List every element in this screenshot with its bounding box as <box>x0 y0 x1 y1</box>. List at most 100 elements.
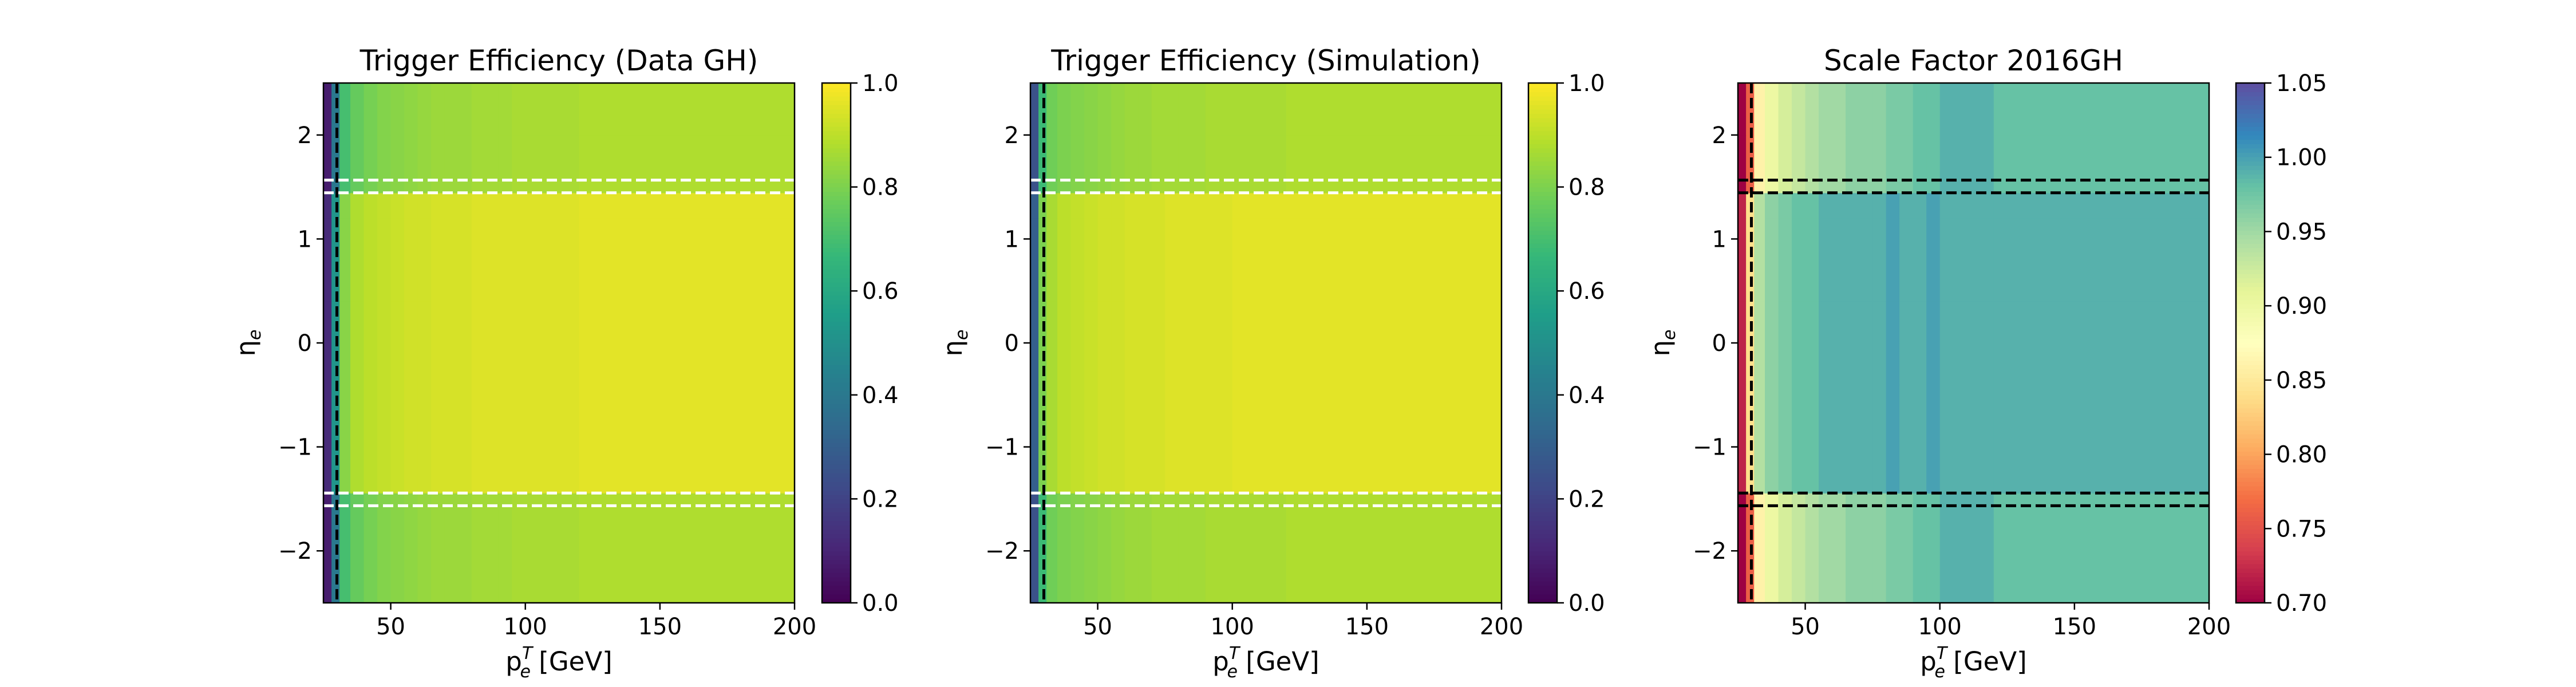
heatmap-cell <box>1913 506 1927 551</box>
colorbar-segment <box>1528 191 1557 196</box>
heatmap-cell <box>404 467 418 493</box>
heatmap-cell <box>1070 259 1085 302</box>
colorbar-segment <box>1528 412 1557 417</box>
colorbar-segment <box>822 299 851 305</box>
colorbar-segment <box>822 360 851 365</box>
heatmap-cell <box>350 135 365 181</box>
colorbar-segment <box>822 100 851 105</box>
colorbar-segment <box>822 169 851 175</box>
colorbar-segment <box>2236 533 2265 539</box>
colorbar-segment <box>822 278 851 283</box>
heatmap-cell <box>444 426 459 468</box>
colorbar-segment <box>2236 222 2265 227</box>
colorbar-segment <box>2236 252 2265 257</box>
heatmap-cell <box>1792 180 1806 194</box>
colorbar-segment <box>2236 260 2265 266</box>
colorbar-segment <box>1528 178 1557 183</box>
colorbar-segment <box>822 113 851 119</box>
heatmap-cell <box>350 301 365 344</box>
heatmap-cell <box>364 426 378 468</box>
heatmap-cell <box>1219 301 1233 344</box>
heatmap-cell <box>1030 467 1039 493</box>
colorbar-segment <box>2236 563 2265 569</box>
colorbar-segment <box>822 308 851 313</box>
heatmap-cell <box>377 301 392 344</box>
colorbar-segment <box>1528 416 1557 421</box>
heatmap-cell <box>1819 426 1833 468</box>
heatmap-cell <box>1792 551 1806 603</box>
heatmap-cell <box>1165 301 1179 344</box>
heatmap-cell <box>1792 83 1806 136</box>
heatmap-cell <box>1738 301 1747 344</box>
heatmap-cell <box>1219 506 1233 551</box>
heatmap-cell <box>1070 180 1085 194</box>
heatmap-cell <box>404 506 418 551</box>
heatmap-cell <box>1886 467 1900 493</box>
heatmap-cell <box>1084 426 1099 468</box>
colorbar-segment <box>2236 200 2265 205</box>
colorbar-segment <box>2236 468 2265 473</box>
heatmap-cell <box>1926 426 1941 468</box>
heatmap-cell <box>1030 551 1039 603</box>
heatmap-cell <box>444 259 459 302</box>
x-axis-label: pT e [GeV] <box>1212 643 1319 682</box>
colorbar-segment <box>2236 551 2265 556</box>
heatmap-cell <box>1754 506 1765 551</box>
heatmap-cell <box>498 384 512 427</box>
heatmap-cell <box>1219 384 1233 427</box>
heatmap-cell <box>1792 506 1806 551</box>
colorbar-segment <box>1528 443 1557 448</box>
colorbar-tick-label: 0.0 <box>1568 590 1605 617</box>
heatmap-cell <box>431 343 445 385</box>
heatmap-cell <box>1084 218 1099 260</box>
heatmap-cell <box>1765 83 1779 136</box>
colorbar-segment <box>1528 234 1557 240</box>
colorbar-segment <box>2236 408 2265 413</box>
colorbar-tick-label: 0.2 <box>1568 486 1605 512</box>
heatmap-cell <box>1232 218 1287 260</box>
heatmap-cell <box>444 384 459 427</box>
heatmap-cell <box>364 551 378 603</box>
colorbar-tick-label: 0.0 <box>862 590 899 617</box>
colorbar-segment <box>822 468 851 473</box>
colorbar-segment <box>1528 226 1557 231</box>
colorbar-segment <box>2236 460 2265 465</box>
heatmap-cell <box>1205 180 1219 194</box>
colorbar-segment <box>822 572 851 578</box>
heatmap-cell <box>1205 135 1219 181</box>
heatmap-cell <box>498 135 512 181</box>
colorbar-segment <box>822 247 851 252</box>
heatmap-cell <box>404 426 418 468</box>
heatmap-cell <box>1872 83 1887 136</box>
colorbar-segment <box>2236 299 2265 305</box>
heatmap-cell <box>339 384 351 427</box>
colorbar-segment <box>822 135 851 140</box>
heatmap-cell <box>1192 180 1206 194</box>
colorbar-segment <box>1528 408 1557 413</box>
heatmap-cell <box>1057 259 1072 302</box>
colorbar-segment <box>1528 143 1557 149</box>
colorbar-segment <box>2236 131 2265 136</box>
heatmap-cell <box>404 192 418 219</box>
heatmap-cell <box>1057 384 1072 427</box>
heatmap-cell <box>1084 135 1099 181</box>
heatmap-cell <box>350 384 365 427</box>
heatmap-cells <box>323 83 795 603</box>
heatmap-cell <box>1913 426 1927 468</box>
heatmap-cell <box>1738 384 1747 427</box>
heatmap-cell <box>1913 259 1927 302</box>
heatmap-cell <box>1057 426 1072 468</box>
heatmap-cell <box>1205 467 1219 493</box>
colorbar-segment <box>2236 451 2265 456</box>
heatmap-cell <box>1832 506 1846 551</box>
heatmap-cell <box>471 506 485 551</box>
colorbar-segment <box>2236 230 2265 235</box>
colorbar-segment <box>1528 282 1557 287</box>
colorbar-tick-label: 0.90 <box>2276 293 2327 319</box>
heatmap-cell <box>1046 259 1058 302</box>
heatmap-cell <box>525 343 580 385</box>
heatmap-cell <box>1084 551 1099 603</box>
colorbar-segment <box>1528 555 1557 560</box>
colorbar-segment <box>822 455 851 461</box>
heatmap-cell <box>390 467 405 493</box>
